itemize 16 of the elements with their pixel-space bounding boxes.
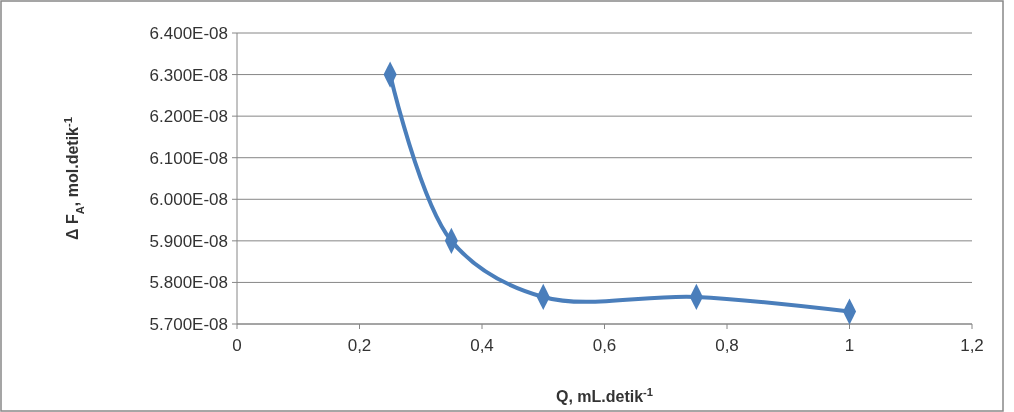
x-tick-label: 0,2 [347, 336, 372, 355]
y-tick-label: 5.900E-08 [149, 231, 228, 251]
y-tick-label: 6.300E-08 [149, 65, 228, 85]
y-tick-label: 6.100E-08 [149, 148, 228, 168]
x-tick-label: 0,4 [470, 336, 494, 355]
x-tick-label: 0 [232, 336, 242, 355]
x-tick-label: 1 [844, 336, 855, 355]
y-tick-label: 5.800E-08 [149, 273, 228, 293]
y-tick-label: 6.200E-08 [149, 107, 228, 127]
x-axis-title: Q, mL.detik$^{-1}$ [555, 386, 654, 405]
y-tick-label: 6.000E-08 [149, 190, 228, 210]
y-tick-label: 5.700E-08 [149, 314, 228, 334]
x-tick-label: 1,2 [960, 336, 984, 355]
x-tick-label: 0,8 [715, 336, 739, 355]
y-tick-label: 6.400E-08 [149, 23, 228, 43]
x-tick-label: 0,6 [592, 336, 617, 355]
